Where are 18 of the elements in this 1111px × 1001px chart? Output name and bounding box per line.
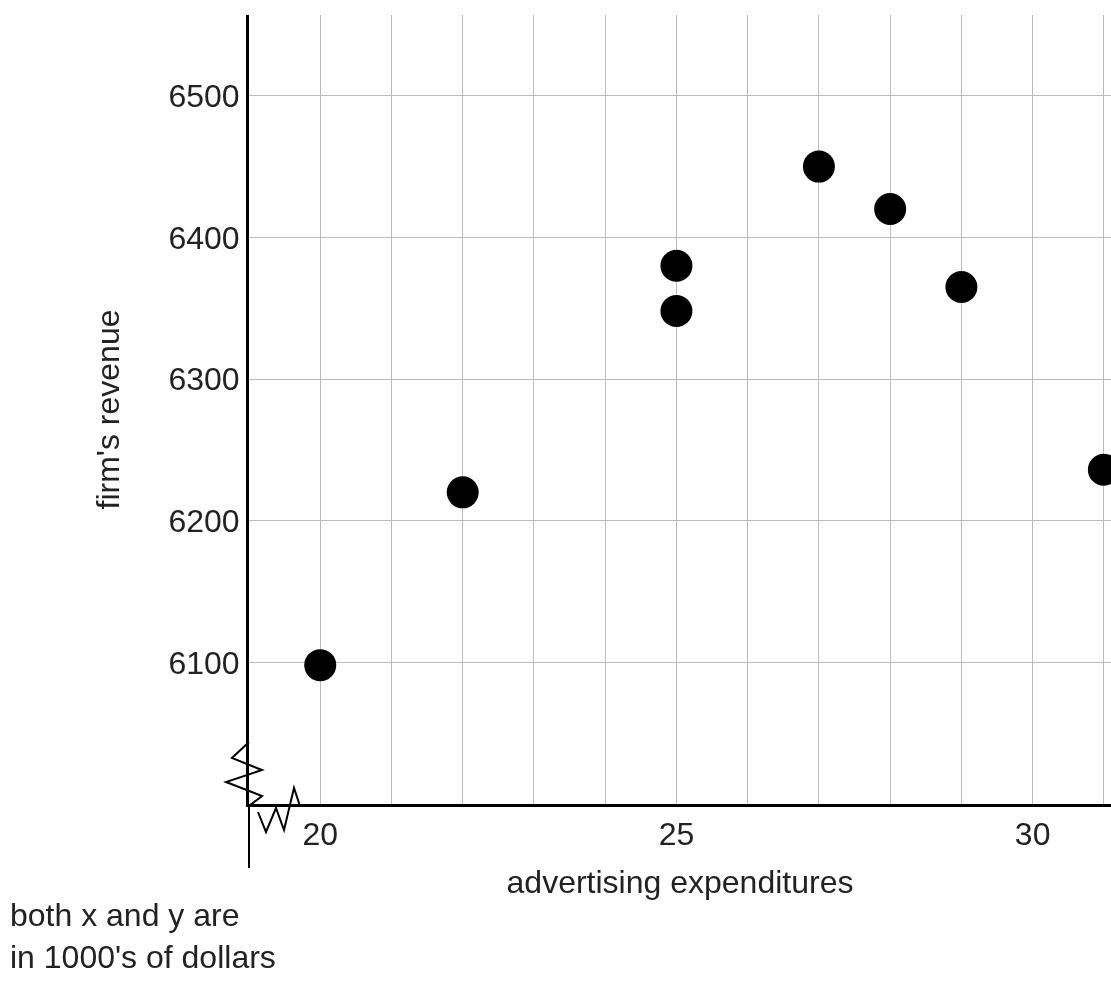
point <box>660 249 693 282</box>
point <box>304 649 337 682</box>
x-tick-label: 20 <box>302 816 339 853</box>
y-tick-label: 6400 <box>168 219 240 256</box>
text: both x and y are in 1000's of dollars <box>10 897 276 975</box>
point <box>802 150 835 183</box>
x-axis-title: advertising expenditures <box>506 864 854 901</box>
y-tick-label: 6200 <box>168 502 240 539</box>
point <box>945 270 978 303</box>
point <box>874 193 907 226</box>
point <box>660 295 693 328</box>
x-tick-label: 30 <box>1014 816 1051 853</box>
point <box>446 476 479 509</box>
y-tick-label: 6500 <box>168 77 240 114</box>
y-tick-label: 6300 <box>168 361 240 398</box>
y-tick-label: 6100 <box>168 644 240 681</box>
x-tick-label: 25 <box>658 816 695 853</box>
y-axis-title: firm's revenue <box>89 309 126 510</box>
